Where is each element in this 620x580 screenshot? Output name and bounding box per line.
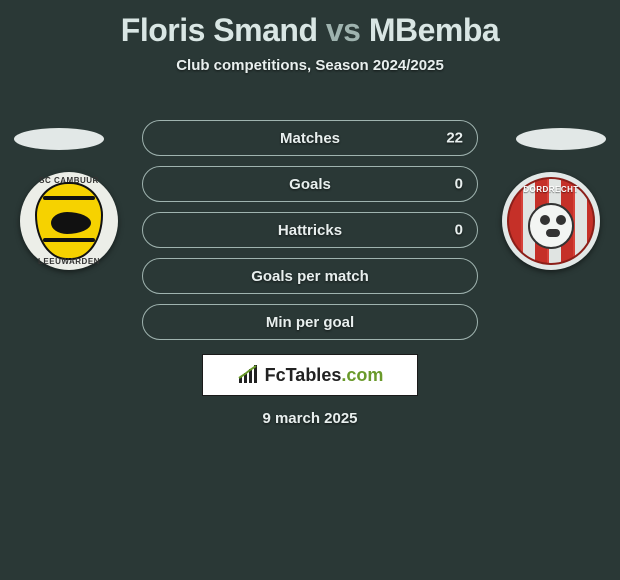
bar-chart-icon (237, 365, 259, 385)
date-text: 9 march 2025 (0, 410, 620, 427)
crest-left-animal-icon (51, 212, 91, 234)
vs-separator: vs (326, 12, 361, 48)
stat-label: Min per goal (266, 314, 354, 331)
stats-rows: Matches 22 Goals 0 Hattricks 0 Goals per… (142, 120, 478, 350)
brand-text: FcTables.com (265, 365, 384, 386)
stat-row-goals-per-match: Goals per match (142, 258, 478, 294)
brand-name-b: .com (341, 365, 383, 385)
stat-label: Matches (280, 130, 340, 147)
club-crest-left: SC CAMBUUR LEEUWARDEN (20, 172, 118, 270)
stat-label: Goals per match (251, 268, 369, 285)
stat-value-right: 22 (446, 130, 463, 147)
stat-row-hattricks: Hattricks 0 (142, 212, 478, 248)
crest-right-arc-text: DORDRECHT (509, 185, 593, 194)
subtitle: Club competitions, Season 2024/2025 (0, 57, 620, 74)
stat-label: Goals (289, 176, 331, 193)
stat-row-matches: Matches 22 (142, 120, 478, 156)
club-crest-right: DORDRECHT (502, 172, 600, 270)
crest-right-animal-icon (528, 203, 574, 249)
player1-name: Floris Smand (121, 12, 318, 48)
stat-value-right: 0 (455, 176, 463, 193)
brand-name-a: FcTables (265, 365, 342, 385)
stat-value-right: 0 (455, 222, 463, 239)
page-title: Floris Smand vs MBemba (0, 0, 620, 49)
stat-row-min-per-goal: Min per goal (142, 304, 478, 340)
brand-box: FcTables.com (202, 354, 418, 396)
player-halo-right (516, 128, 606, 150)
crest-left-shield (35, 182, 103, 260)
crest-right-inner: DORDRECHT (507, 177, 595, 265)
player-halo-left (14, 128, 104, 150)
player2-name: MBemba (369, 12, 499, 48)
stat-row-goals: Goals 0 (142, 166, 478, 202)
stat-label: Hattricks (278, 222, 342, 239)
crest-left-bottom-text: LEEUWARDEN (20, 257, 118, 266)
